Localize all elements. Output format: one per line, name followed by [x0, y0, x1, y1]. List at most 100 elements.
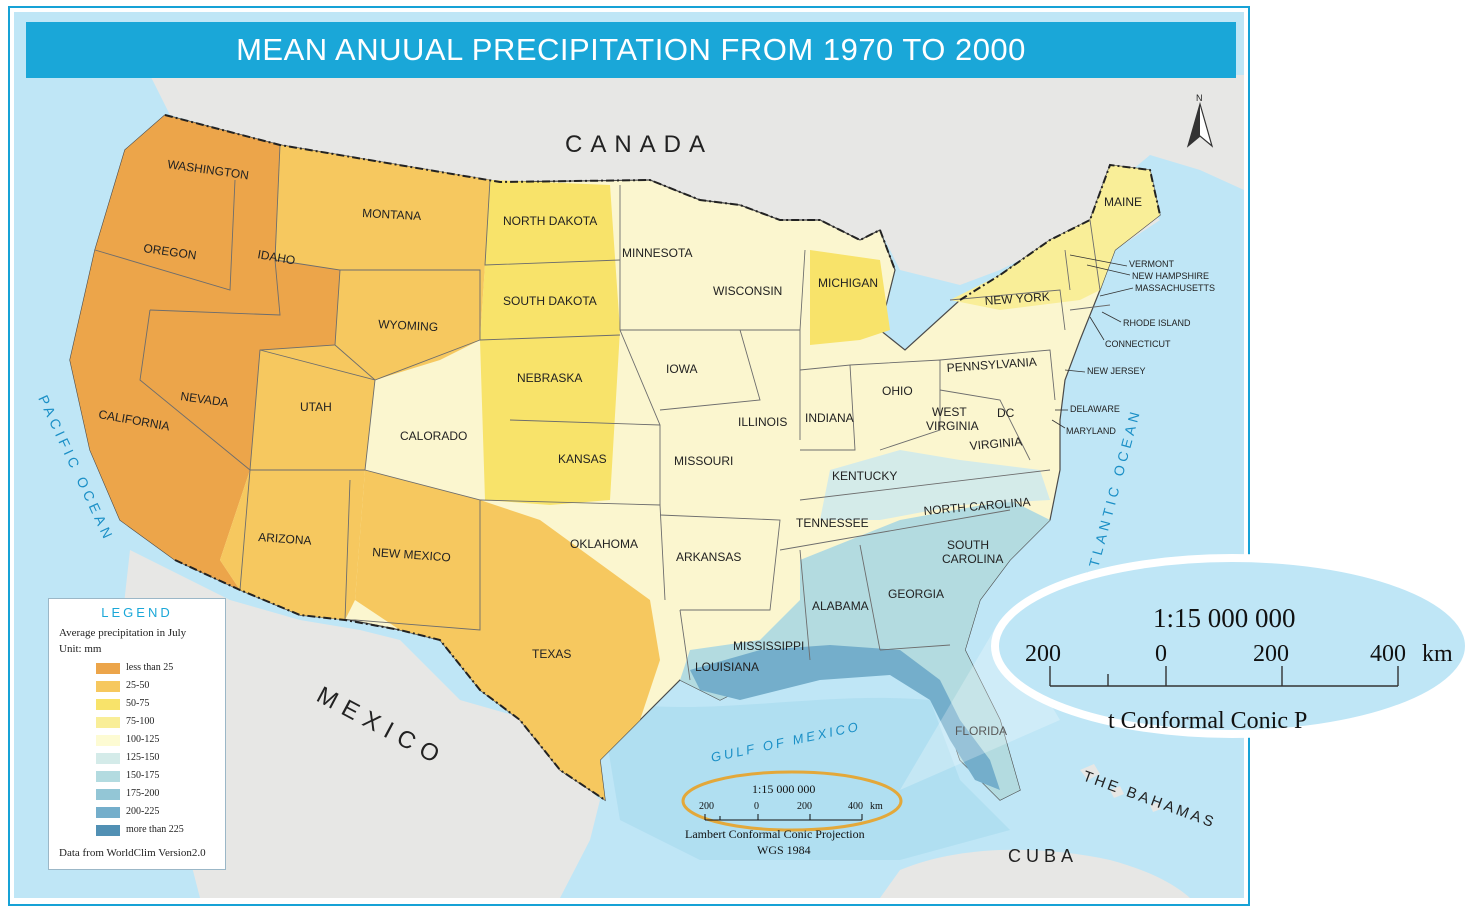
gulf-shelf — [600, 697, 1010, 860]
scale-datum: WGS 1984 — [757, 843, 811, 857]
label-west-virginia-line1: WEST — [932, 405, 967, 419]
label-texas: TEXAS — [532, 647, 571, 661]
label-wyoming: WYOMING — [378, 317, 439, 334]
label-minnesota: MINNESOTA — [622, 246, 692, 260]
scale-tick-label-2: 0 — [754, 801, 759, 812]
legend-swatch — [96, 717, 120, 728]
gulf-coast-wettest-zone — [690, 645, 1000, 790]
legend-title: LEGEND — [101, 605, 173, 620]
legend-swatch — [96, 789, 120, 800]
legend-source: Data from WorldClim Version2.0 — [59, 847, 206, 859]
label-idaho: IDAHO — [256, 247, 296, 267]
label-kansas: KANSAS — [558, 452, 607, 466]
label-arkansas: ARKANSAS — [676, 550, 741, 564]
michigan-zone — [810, 250, 890, 345]
legend-swatch — [96, 753, 120, 764]
label-west-virginia-line2: VIRGINIA — [926, 419, 979, 433]
label-georgia: GEORGIA — [888, 587, 944, 601]
label-utah: UTAH — [300, 400, 332, 414]
legend-box: LEGEND Average precipitation in July Uni… — [48, 598, 226, 870]
label-virginia: VIRGINIA — [969, 434, 1023, 453]
legend-label: 50-75 — [126, 698, 150, 709]
label-nebraska: NEBRASKA — [517, 371, 582, 385]
zoom-tick-label-3: 200 — [1253, 641, 1289, 667]
scale-tick-label-1: 200 — [699, 801, 714, 812]
label-michigan: MICHIGAN — [818, 276, 878, 290]
state-borders — [94, 144, 1111, 681]
zoom-scale-ratio: 1:15 000 000 — [1153, 603, 1296, 633]
map-title: MEAN ANUUAL PRECIPITATION FROM 1970 TO 2… — [236, 32, 1026, 67]
southwest-zone — [355, 470, 660, 800]
zoom-tick-label-2: 0 — [1155, 641, 1167, 667]
kentucky-wet-zone — [820, 450, 1050, 520]
label-kentucky: KENTUCKY — [832, 469, 897, 483]
legend-label: less than 25 — [126, 662, 174, 673]
zoom-tick-label-4: 400 — [1370, 641, 1406, 667]
scale-tick-label-4: 400 — [848, 801, 863, 812]
zoom-projection-partial: t Conformal Conic P — [1108, 708, 1307, 734]
label-arizona: ARIZONA — [258, 530, 312, 548]
zoom-tick-label-1: 200 — [1025, 641, 1061, 667]
legend-swatch — [96, 771, 120, 782]
zoom-scale-unit: km — [1422, 641, 1453, 667]
north-arrow-icon: N — [1186, 93, 1214, 148]
legend-swatch — [96, 681, 120, 692]
legend-label: more than 225 — [126, 824, 184, 835]
label-new-mexico: NEW MEXICO — [372, 545, 451, 564]
northeast-leader-lines — [1051, 254, 1134, 429]
label-dc: DC — [997, 406, 1015, 420]
label-louisiana: LOUISIANA — [695, 660, 759, 674]
label-pennsylvania: PENNSYLVANIA — [946, 355, 1037, 375]
label-south-dakota: SOUTH DAKOTA — [503, 294, 597, 308]
label-oklahoma: OKLAHOMA — [570, 537, 638, 551]
label-nevada: NEVADA — [180, 389, 230, 410]
label-iowa: IOWA — [666, 362, 698, 376]
label-new-jersey: NEW JERSEY — [1087, 366, 1146, 376]
label-new-york: NEW YORK — [984, 289, 1050, 308]
north-arrow-label: N — [1196, 93, 1203, 103]
legend-swatch — [96, 699, 120, 710]
label-illinois: ILLINOIS — [738, 415, 787, 429]
label-colorado: CALORADO — [400, 429, 467, 443]
legend-label: 25-50 — [126, 680, 150, 691]
scale-bar: 1:15 000 000 200 0 200 400 km Lambert Co… — [681, 770, 903, 857]
label-south-carolina-line1: SOUTH — [947, 538, 989, 552]
label-massachusetts: MASSACHUSETTS — [1135, 283, 1215, 293]
label-maryland: MARYLAND — [1066, 426, 1116, 436]
label-cuba: CUBA — [1008, 846, 1078, 866]
scale-projection: Lambert Conformal Conic Projection — [685, 827, 865, 841]
legend-label: 125-150 — [126, 752, 160, 763]
legend-swatch — [96, 807, 120, 818]
label-florida: FLORIDA — [955, 724, 1007, 738]
inland-west-zone — [220, 145, 490, 620]
label-canada: CANADA — [565, 131, 713, 158]
mexico-border — [174, 559, 606, 801]
zoom-scale-line — [1049, 666, 1399, 687]
legend-swatch — [96, 663, 120, 674]
label-vermont: VERMONT — [1129, 259, 1175, 269]
title-bar: MEAN ANUUAL PRECIPITATION FROM 1970 TO 2… — [26, 22, 1236, 78]
label-north-dakota: NORTH DAKOTA — [503, 214, 597, 228]
legend-label: 175-200 — [126, 788, 160, 799]
label-rhode-island: RHODE ISLAND — [1123, 318, 1191, 328]
label-new-hampshire: NEW HAMPSHIRE — [1132, 271, 1209, 281]
legend-label: 100-125 — [126, 734, 160, 745]
label-wisconsin: WISCONSIN — [713, 284, 782, 298]
legend-subtitle: Average precipitation in July — [59, 627, 187, 639]
label-south-carolina-line2: CAROLINA — [942, 552, 1003, 566]
canada-border — [164, 114, 1161, 301]
scale-zoom-callout: 1:15 000 000 200 0 200 400 km t Conforma… — [991, 554, 1473, 738]
canada-land — [150, 75, 1244, 285]
label-ohio: OHIO — [882, 384, 913, 398]
scale-ratio: 1:15 000 000 — [752, 782, 815, 796]
dry-west-zone — [70, 115, 340, 590]
legend-label: 150-175 — [126, 770, 160, 781]
legend-label: 75-100 — [126, 716, 155, 727]
label-delaware: DELAWARE — [1070, 404, 1120, 414]
label-montana: MONTANA — [362, 206, 422, 223]
scale-tick-label-3: 200 — [797, 801, 812, 812]
legend-label: 200-225 — [126, 806, 160, 817]
legend-swatch — [96, 825, 120, 836]
label-tennessee: TENNESSEE — [796, 516, 869, 530]
